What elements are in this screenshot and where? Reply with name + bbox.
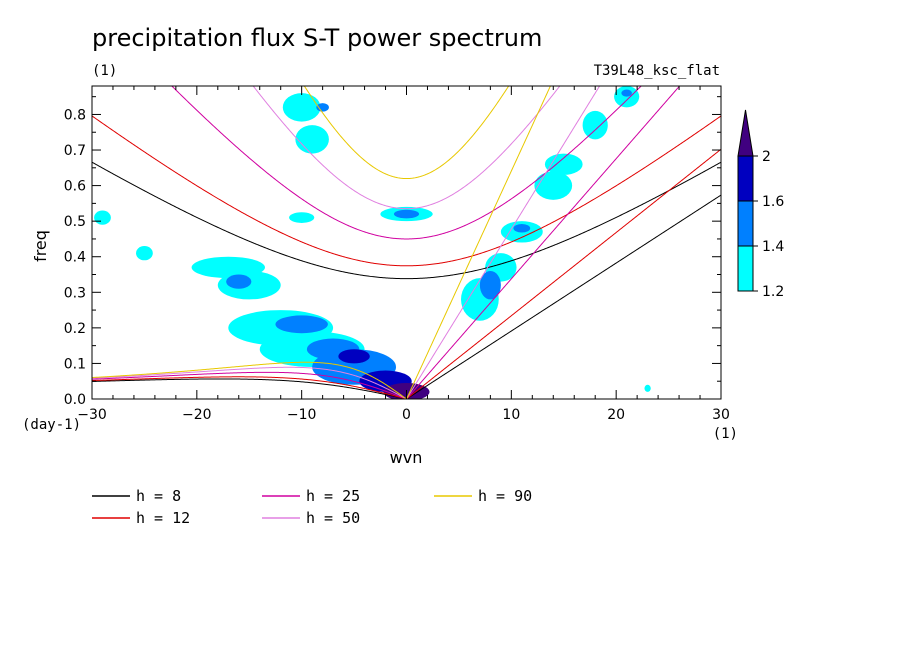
y-tick-label: 0.0 xyxy=(64,392,86,408)
x-tick-label: 30 xyxy=(712,407,730,423)
x-tick-label: −10 xyxy=(287,407,317,423)
contour-blob-level-2 xyxy=(226,274,252,289)
legend: h = 8 h = 12 h = 25 h = 50 h = 90 xyxy=(92,487,532,527)
legend-label: h = 90 xyxy=(478,487,532,505)
contour-blob-level-1 xyxy=(644,384,651,392)
y-tick-label: 0.1 xyxy=(64,356,86,372)
contour-blob-level-2 xyxy=(275,315,328,334)
legend-label: h = 25 xyxy=(306,487,360,505)
contour-blob-level-3 xyxy=(338,349,370,364)
contour-blob-level-1 xyxy=(289,212,315,223)
colorbar: 1.2 1.4 1.6 2 xyxy=(737,109,784,300)
gravity-curve-h=90 xyxy=(303,86,510,180)
contour-blob-level-1 xyxy=(582,110,608,140)
gravity-curve-h=25 xyxy=(171,86,642,240)
x-tick-label: 20 xyxy=(607,407,625,423)
contour-blob-level-1 xyxy=(136,246,153,261)
y-unit-label: (day-1) xyxy=(22,417,81,433)
y-tick-label: 0.3 xyxy=(64,285,86,301)
contour-blob-level-2 xyxy=(316,103,329,112)
y-tick-label: 0.6 xyxy=(64,179,86,195)
kelvin-curve-h=90 xyxy=(406,86,551,399)
colorbar-label: 2 xyxy=(762,149,771,165)
chart-title: precipitation flux S-T power spectrum xyxy=(92,24,542,52)
contour-blob-level-1 xyxy=(295,125,329,154)
contour-blob-level-2 xyxy=(621,89,632,97)
colorbar-segment xyxy=(737,200,754,247)
legend-label: h = 12 xyxy=(136,509,190,527)
rossby-curve-h=50 xyxy=(92,366,407,399)
kelvin-curve-h=25 xyxy=(406,86,681,399)
contour-blob-level-2 xyxy=(393,209,420,219)
chart-subtitle-left: (1) xyxy=(92,63,117,79)
chart-subtitle-right: T39L48_ksc_flat xyxy=(594,63,720,79)
rossby-curve-h=90 xyxy=(92,361,407,399)
y-axis-label: freq xyxy=(31,230,50,262)
colorbar-label: 1.4 xyxy=(762,239,784,255)
kelvin-curve-h=50 xyxy=(406,86,601,399)
contour-blob-level-1 xyxy=(282,93,321,122)
colorbar-top-arrow xyxy=(737,109,754,157)
rossby-curve-h=25 xyxy=(92,371,407,399)
y-tick-label: 0.5 xyxy=(64,214,86,230)
legend-label: h = 8 xyxy=(136,487,181,505)
colorbar-label: 1.6 xyxy=(762,194,784,210)
contour-blob-level-1 xyxy=(544,153,583,175)
contour-blob-level-1 xyxy=(94,210,111,225)
x-tick-label: −20 xyxy=(182,407,212,423)
x-axis-label: wvn xyxy=(390,448,423,467)
rossby-curve-h=8 xyxy=(92,378,407,399)
y-tick-label: 0.7 xyxy=(64,143,86,159)
plot-frame xyxy=(91,85,722,400)
y-tick-label: 0.2 xyxy=(64,321,86,337)
gravity-curve-h=12 xyxy=(92,115,721,267)
y-tick-label: 0.8 xyxy=(64,107,86,123)
contour-blob-level-1 xyxy=(534,171,573,200)
colorbar-segment xyxy=(737,245,754,292)
legend-label: h = 50 xyxy=(306,509,360,527)
contour-blob-level-2 xyxy=(513,224,531,233)
dispersion-curves xyxy=(92,86,721,399)
gravity-curve-h=50 xyxy=(252,86,561,210)
x-tick-label: −30 xyxy=(77,407,107,423)
contour-blob-level-2 xyxy=(479,270,501,300)
gravity-curve-h=8 xyxy=(92,161,721,280)
colorbar-label: 1.2 xyxy=(762,284,784,300)
kelvin-curve-h=12 xyxy=(406,148,721,399)
rossby-curve-h=12 xyxy=(92,376,407,399)
x-tick-label: 0 xyxy=(402,407,411,423)
colorbar-segment xyxy=(737,155,754,202)
x-tick-label: 10 xyxy=(502,407,520,423)
x-unit-label: (1) xyxy=(713,426,738,442)
axis-ticks: −30 −20 −10 0 10 20 30 0.0 0.1 0.2 0.3 0.4 0.5 0.6 0.7… xyxy=(64,86,730,423)
contour-fills xyxy=(94,86,651,399)
y-tick-label: 0.4 xyxy=(64,250,86,266)
kelvin-curve-h=8 xyxy=(406,194,721,399)
